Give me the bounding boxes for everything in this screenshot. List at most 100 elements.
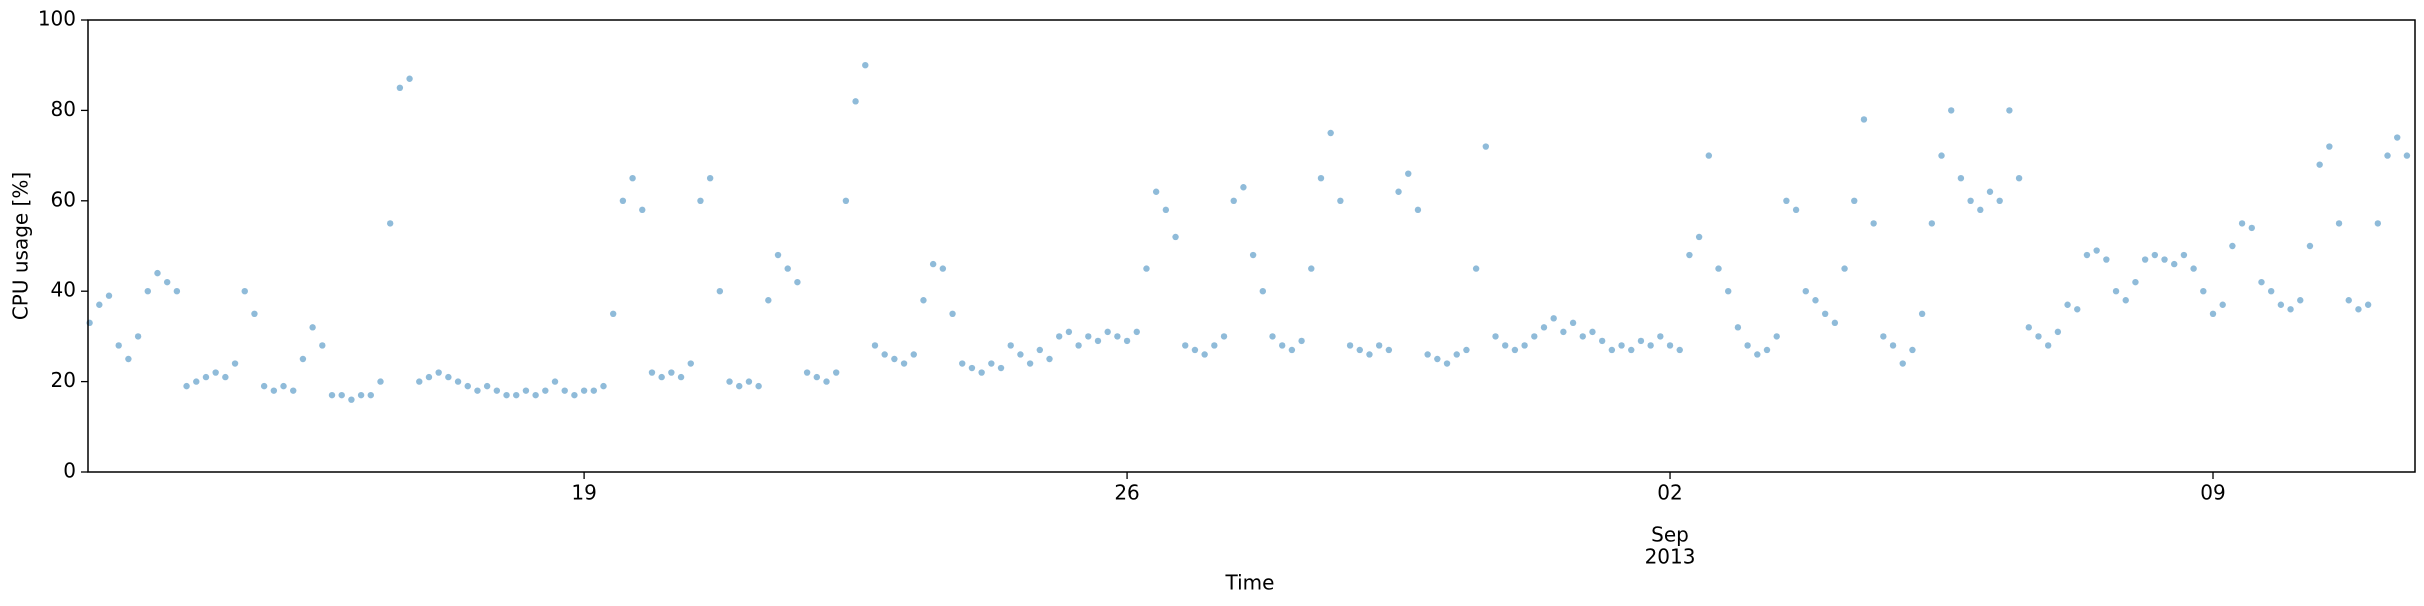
point	[1967, 197, 1974, 204]
point	[619, 197, 627, 204]
point	[561, 387, 568, 394]
point	[862, 61, 869, 69]
point	[1405, 170, 1412, 177]
point	[1269, 333, 1276, 340]
point	[852, 98, 859, 105]
point	[115, 342, 122, 349]
point	[2306, 242, 2314, 250]
point	[988, 360, 995, 367]
point	[2171, 260, 2178, 268]
point	[1725, 288, 1732, 295]
point	[1889, 342, 1897, 349]
point	[1802, 288, 1809, 295]
point	[2083, 251, 2091, 259]
point	[891, 355, 898, 363]
point	[1249, 251, 1257, 259]
point	[1821, 310, 1829, 317]
point	[1589, 328, 1596, 336]
point	[319, 342, 326, 349]
point	[251, 310, 258, 317]
point	[1521, 342, 1528, 349]
point	[813, 373, 821, 381]
point	[212, 369, 219, 376]
point	[2287, 306, 2294, 313]
point	[1366, 351, 1373, 358]
point	[386, 220, 394, 227]
y-tick-label: 40	[51, 278, 76, 302]
point	[532, 391, 539, 399]
point	[832, 369, 840, 376]
point	[1191, 346, 1199, 354]
point	[2219, 301, 2226, 308]
point	[105, 292, 113, 299]
point	[726, 378, 733, 385]
point	[1385, 346, 1393, 354]
point	[1162, 206, 1170, 214]
point	[445, 373, 452, 381]
point	[1996, 197, 2003, 204]
x-tick-label: 09	[2200, 481, 2225, 505]
point	[774, 251, 782, 259]
point	[1288, 346, 1296, 354]
point	[1647, 342, 1654, 349]
point	[910, 351, 917, 358]
point	[2355, 306, 2362, 313]
point	[1453, 351, 1460, 358]
point	[2161, 256, 2168, 263]
point	[503, 391, 510, 399]
y-axis-label: CPU usage [%]	[9, 172, 33, 320]
point	[338, 391, 345, 399]
point	[2151, 251, 2159, 259]
plot-frame	[87, 19, 2416, 473]
y-tick-label: 100	[38, 7, 76, 31]
point	[658, 373, 665, 381]
point	[1356, 346, 1363, 354]
point	[1046, 355, 1053, 363]
point	[173, 288, 181, 295]
point	[435, 369, 442, 376]
point	[1734, 324, 1742, 331]
point	[1482, 143, 1490, 150]
point	[2015, 175, 2023, 182]
x-tick-sublabel: Sep	[1651, 523, 1689, 547]
point	[929, 260, 937, 268]
point	[1182, 342, 1189, 349]
point	[2248, 224, 2255, 232]
point	[1628, 346, 1635, 354]
point	[1065, 328, 1073, 336]
point	[406, 75, 413, 82]
point	[571, 391, 578, 399]
x-tick-label: 26	[1114, 481, 1139, 505]
point	[1502, 342, 1509, 349]
point	[2364, 301, 2372, 308]
point	[464, 382, 471, 390]
point	[1036, 346, 1044, 354]
point	[1298, 337, 1305, 345]
point	[1007, 342, 1014, 349]
point	[202, 373, 210, 381]
point	[2258, 278, 2265, 286]
point	[1085, 333, 1092, 340]
point	[231, 360, 239, 367]
point	[1695, 233, 1703, 241]
point	[2132, 278, 2139, 286]
point	[309, 324, 316, 331]
point	[997, 364, 1005, 372]
point	[2345, 297, 2352, 304]
point	[1143, 265, 1150, 272]
point	[1017, 351, 1024, 358]
point	[1259, 288, 1267, 295]
point	[2297, 297, 2304, 304]
point	[2238, 220, 2246, 227]
x-tick-label: 19	[571, 481, 596, 505]
point	[755, 382, 762, 390]
point	[1172, 233, 1179, 241]
point	[949, 310, 956, 317]
point	[1608, 346, 1616, 354]
point	[1773, 333, 1780, 340]
point	[2394, 134, 2401, 141]
point	[842, 197, 850, 204]
point	[1414, 206, 1422, 214]
point	[1909, 346, 1916, 354]
